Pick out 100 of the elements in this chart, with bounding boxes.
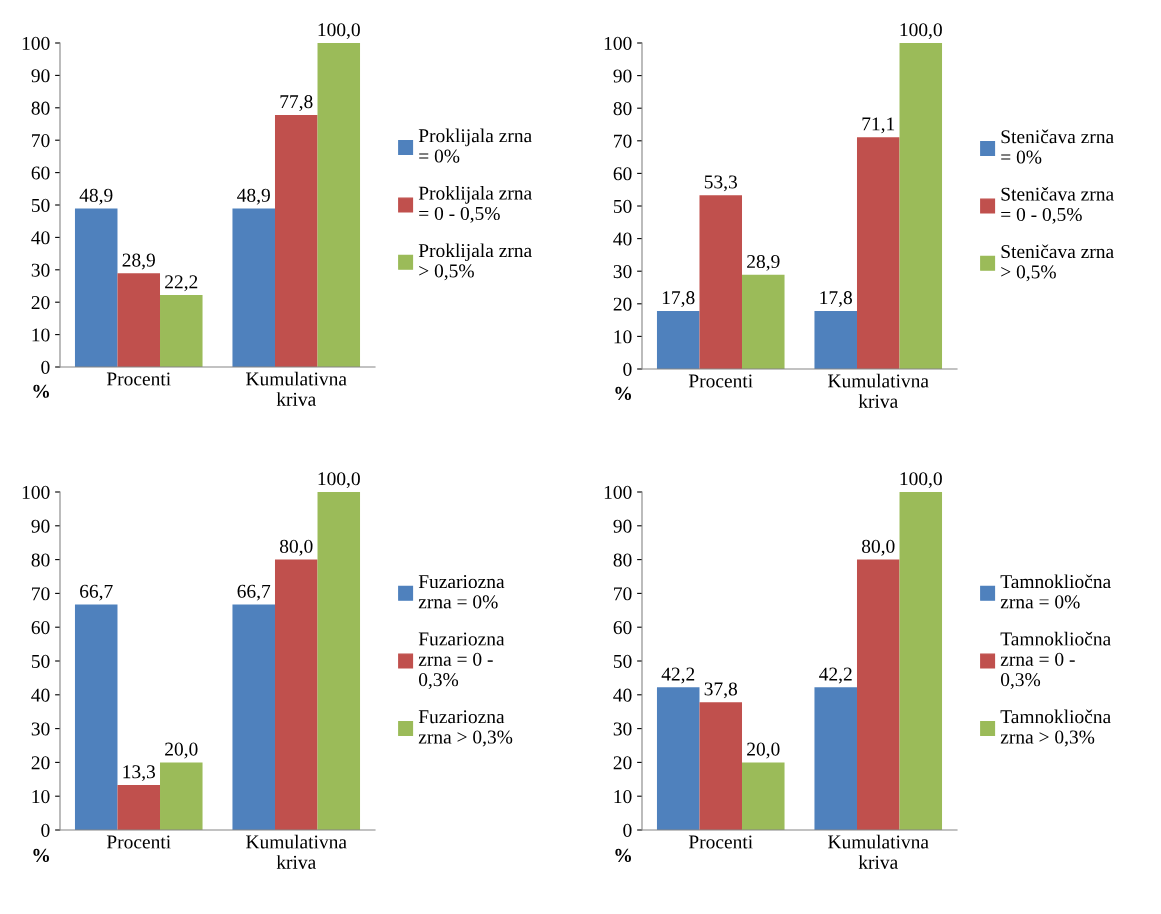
y-tick-label: 50 [31, 198, 50, 212]
y-tick-label: 10 [614, 790, 632, 804]
y-tick-label: 10 [614, 330, 632, 344]
legend-label: Proklijala zrna = 0% [418, 128, 532, 163]
y-tick-label: 60 [613, 621, 632, 635]
legend-label: Tamnokliočna zrna > 0,3% [1000, 709, 1111, 747]
bar [232, 208, 275, 367]
x-tick-label: Procenti [106, 372, 171, 386]
data-label: 53,3 [704, 175, 737, 192]
y-tick-label: 60 [613, 167, 632, 181]
bar [74, 604, 118, 830]
y-tick-label: 40 [613, 688, 632, 702]
y-tick-label: 40 [31, 688, 50, 702]
data-label: 13,3 [123, 765, 155, 782]
bar [274, 114, 318, 367]
data-label: 77,8 [280, 95, 313, 111]
x-tick-label: Kumulativna kriva [246, 371, 347, 406]
bar [160, 762, 203, 830]
y-tick-label: 0 [41, 360, 50, 374]
bar [160, 295, 203, 367]
x-tick-label: Kumulativna kriva [828, 834, 929, 869]
y-tick-label: 40 [613, 232, 632, 246]
data-label: 100,0 [900, 23, 942, 40]
y-tick-label: 60 [31, 621, 50, 635]
bar [117, 785, 161, 830]
legend-label: Tamnokliočna zrna = 0% [1000, 574, 1111, 609]
bar [899, 43, 943, 369]
y-tick-label: 100 [604, 36, 632, 50]
x-tick-label: Kumulativna kriva [246, 834, 347, 869]
y-tick-label: 50 [613, 654, 632, 668]
data-label: 22,2 [165, 275, 198, 292]
bar [656, 687, 700, 830]
y-tick-label: 0 [623, 362, 632, 376]
data-label: 28,9 [747, 254, 780, 271]
legend-label: Steničava zrna = 0 - 0,5% [1001, 186, 1114, 224]
y-tick-label: 30 [613, 722, 632, 736]
y-tick-label: 90 [613, 69, 632, 83]
y-tick-label: 30 [613, 265, 632, 279]
x-tick-label: Procenti [106, 835, 171, 849]
data-label: 80,0 [279, 539, 313, 556]
legend-label: Fuzariozna zrna > 0,3% [418, 710, 513, 747]
bar [274, 559, 318, 830]
data-label: 42,2 [819, 667, 852, 684]
data-label: 48,9 [79, 188, 113, 205]
y-tick-label: 50 [31, 654, 50, 668]
bar [742, 762, 785, 830]
bar [74, 208, 118, 367]
y-tick-label: 20 [613, 297, 632, 311]
legend-label: Steničava zrna = 0% [1001, 129, 1114, 164]
y-tick-label: 90 [613, 519, 632, 533]
y-tick-label: 40 [31, 231, 50, 245]
data-label: 71,1 [862, 117, 895, 134]
y-tick-label: 90 [31, 69, 50, 83]
text: % [615, 386, 631, 401]
bar [699, 195, 743, 369]
x-tick-label: Kumulativna kriva [828, 373, 929, 408]
bar [117, 273, 161, 367]
y-tick-label: 70 [32, 134, 50, 148]
legend-label: Steničava zrna > 0,5% [1001, 244, 1114, 282]
x-tick-label: Procenti [688, 374, 753, 388]
bar [899, 492, 943, 830]
data-label: 17,8 [662, 291, 695, 308]
y-tick-label: 20 [31, 756, 50, 770]
y-tick-label: 60 [31, 166, 50, 180]
bar [814, 310, 857, 369]
bar [699, 702, 743, 830]
y-tick-label: 70 [32, 587, 50, 601]
data-label: 100,0 [318, 23, 360, 40]
bar [742, 274, 785, 369]
bar [856, 137, 900, 369]
data-label: 100,0 [318, 472, 360, 489]
legend-label: Tamnokliočna zrna = 0 - 0,3% [1000, 631, 1111, 689]
y-tick-label: 20 [31, 296, 50, 310]
data-label: 28,9 [122, 253, 155, 270]
y-tick-label: 30 [31, 263, 50, 277]
data-label: 20,0 [747, 742, 780, 759]
y-tick-label: 80 [31, 101, 50, 115]
bar [317, 43, 361, 367]
bar [656, 310, 700, 369]
data-label: 48,9 [237, 188, 270, 205]
y-tick-label: 50 [613, 199, 632, 213]
y-tick-label: 80 [613, 553, 632, 567]
data-label: 42,2 [661, 667, 695, 684]
y-tick-label: 30 [31, 722, 50, 736]
legend-label: Proklijala zrna = 0 - 0,5% [418, 186, 532, 223]
y-tick-label: 0 [623, 823, 632, 837]
y-tick-label: 70 [614, 587, 632, 601]
data-label: 80,0 [861, 539, 895, 556]
y-tick-label: 100 [604, 485, 632, 499]
data-label: 37,8 [704, 682, 738, 699]
y-tick-label: 100 [22, 36, 50, 50]
bar [317, 492, 361, 830]
y-tick-label: 20 [613, 756, 632, 770]
text: % [33, 384, 49, 398]
y-tick-label: 90 [31, 519, 50, 533]
y-tick-label: 100 [22, 485, 50, 499]
data-label: 20,0 [165, 742, 198, 759]
data-label: 100,0 [900, 472, 942, 489]
x-tick-label: Procenti [688, 835, 753, 849]
text: % [615, 848, 631, 862]
